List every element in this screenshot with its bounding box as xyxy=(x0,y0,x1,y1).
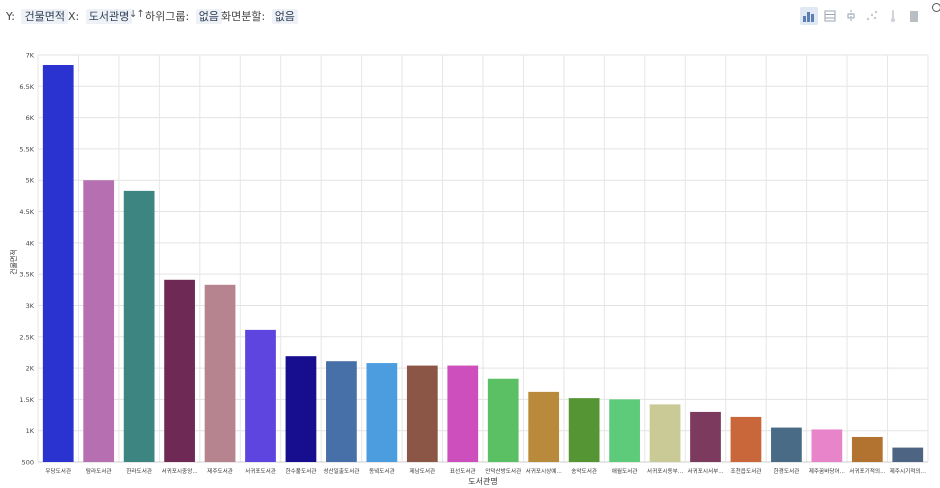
chart-toolbar: Y: 건물면적 X: 도서관명 ↓↑ 하위그룹: 없음 화면분할: 없음 xyxy=(0,0,940,34)
bar[interactable] xyxy=(164,279,195,462)
bar[interactable] xyxy=(204,284,236,462)
x-tick-label: 제주시기적의... xyxy=(890,467,926,475)
split-value[interactable]: 없음 xyxy=(271,9,298,24)
x-tick-label: 서귀포시중앙... xyxy=(161,467,197,475)
x-tick-label: 한라도서관 xyxy=(126,467,152,475)
y-tick-labels: 500 1K 1.5K 2K 2.5K 3K 3.5K 4K 4.5K 5K 5.5K 6K 6.5K 7… xyxy=(19,52,34,467)
scatter-icon[interactable] xyxy=(863,7,881,25)
x-tick-label: 제주도서관 xyxy=(207,467,233,475)
x-tick-label: 우당도서관 xyxy=(45,467,71,475)
bar[interactable] xyxy=(447,365,479,462)
bar-chart-icon[interactable] xyxy=(800,7,818,25)
y-tick-label: 500 xyxy=(22,459,34,467)
subgroup-key: 하위그룹: xyxy=(145,10,190,23)
y-tick-label: 4K xyxy=(26,239,35,247)
box-plot-icon[interactable] xyxy=(842,7,860,25)
x-axis-selector[interactable]: X: 도서관명 xyxy=(68,9,133,25)
bar[interactable] xyxy=(892,447,924,462)
y-tick-label: 1K xyxy=(26,427,35,435)
x-tick-labels: 우당도서관 탐라도서관 한라도서관 서귀포시중앙... 제주도서관 서귀포도서관 한수풀도서… xyxy=(45,467,926,475)
y-axis-label: 건물면적 xyxy=(9,249,18,275)
thermometer-icon[interactable] xyxy=(884,7,902,25)
bar[interactable] xyxy=(528,391,560,462)
bar[interactable] xyxy=(245,329,276,462)
bar[interactable] xyxy=(326,361,357,462)
y-tick-label: 6K xyxy=(26,114,35,122)
y-axis-key: Y: xyxy=(6,10,15,23)
x-tick-label: 서귀포시상예... xyxy=(526,467,562,475)
bar[interactable] xyxy=(609,399,640,462)
x-tick-label: 동녘도서관 xyxy=(369,467,395,475)
x-tick-label: 제남도서관 xyxy=(409,467,435,475)
bar[interactable] xyxy=(771,427,802,462)
bar[interactable] xyxy=(123,190,155,463)
x-tick-label: 한경도서관 xyxy=(774,467,800,475)
bar[interactable] xyxy=(851,436,883,462)
bar[interactable] xyxy=(568,398,600,462)
bar[interactable] xyxy=(366,363,398,462)
sort-icon[interactable]: ↓↑ xyxy=(129,9,145,20)
x-axis-key: X: xyxy=(68,10,80,23)
subgroup-value[interactable]: 없음 xyxy=(195,9,222,24)
x-tick-label: 서귀포기적의... xyxy=(849,467,885,475)
y-tick-label: 4.5K xyxy=(19,208,34,216)
y-tick-label: 6.5K xyxy=(19,83,34,91)
y-tick-label: 3.5K xyxy=(19,271,34,279)
split-key: 화면분할: xyxy=(221,10,266,23)
x-tick-label: 서귀포도서관 xyxy=(245,467,276,475)
y-axis-value[interactable]: 건물면적 xyxy=(21,9,68,24)
x-tick-label: 서귀포시서부... xyxy=(687,467,723,475)
x-tick-label: 성산일출도서관 xyxy=(323,467,359,475)
y-tick-label: 3K xyxy=(26,302,35,310)
table-icon[interactable] xyxy=(821,7,839,25)
x-tick-label: 송악도서관 xyxy=(571,467,597,475)
export-icon[interactable] xyxy=(905,7,923,25)
subgroup-selector[interactable]: 하위그룹: 없음 xyxy=(145,9,222,25)
x-tick-label: 표선도서관 xyxy=(450,467,476,475)
bars xyxy=(42,65,924,463)
close-icon[interactable] xyxy=(932,3,940,12)
split-selector[interactable]: 화면분할: 없음 xyxy=(221,9,298,25)
x-axis-label: 도서관명 xyxy=(468,476,497,486)
y-tick-label: 2K xyxy=(26,365,35,373)
y-tick-label: 2.5K xyxy=(19,333,34,341)
bar[interactable] xyxy=(649,404,681,462)
bar[interactable] xyxy=(690,411,721,462)
x-tick-label: 안덕산방도서관 xyxy=(485,467,521,475)
bar[interactable] xyxy=(42,65,74,462)
x-tick-label: 서귀포시동부... xyxy=(647,467,683,475)
x-tick-label: 조천읍도서관 xyxy=(731,467,762,475)
bar[interactable] xyxy=(285,356,317,462)
x-tick-label: 탐라도서관 xyxy=(86,467,112,475)
x-tick-label: 애월도서관 xyxy=(612,467,638,475)
bar[interactable] xyxy=(811,429,843,462)
bar[interactable] xyxy=(487,378,519,462)
bar[interactable] xyxy=(83,180,115,462)
y-tick-label: 5K xyxy=(26,177,35,185)
x-axis-value[interactable]: 도서관명 xyxy=(85,9,133,24)
bar[interactable] xyxy=(406,365,438,462)
y-tick-label: 1.5K xyxy=(19,396,34,404)
y-tick-label: 5.5K xyxy=(19,145,34,153)
x-tick-label: 제주꿈바당어... xyxy=(809,467,845,475)
y-tick-label: 7K xyxy=(26,52,35,60)
x-tick-label: 한수풀도서관 xyxy=(286,467,317,475)
y-axis-selector[interactable]: Y: 건물면적 xyxy=(6,9,68,25)
bar[interactable] xyxy=(730,416,762,462)
